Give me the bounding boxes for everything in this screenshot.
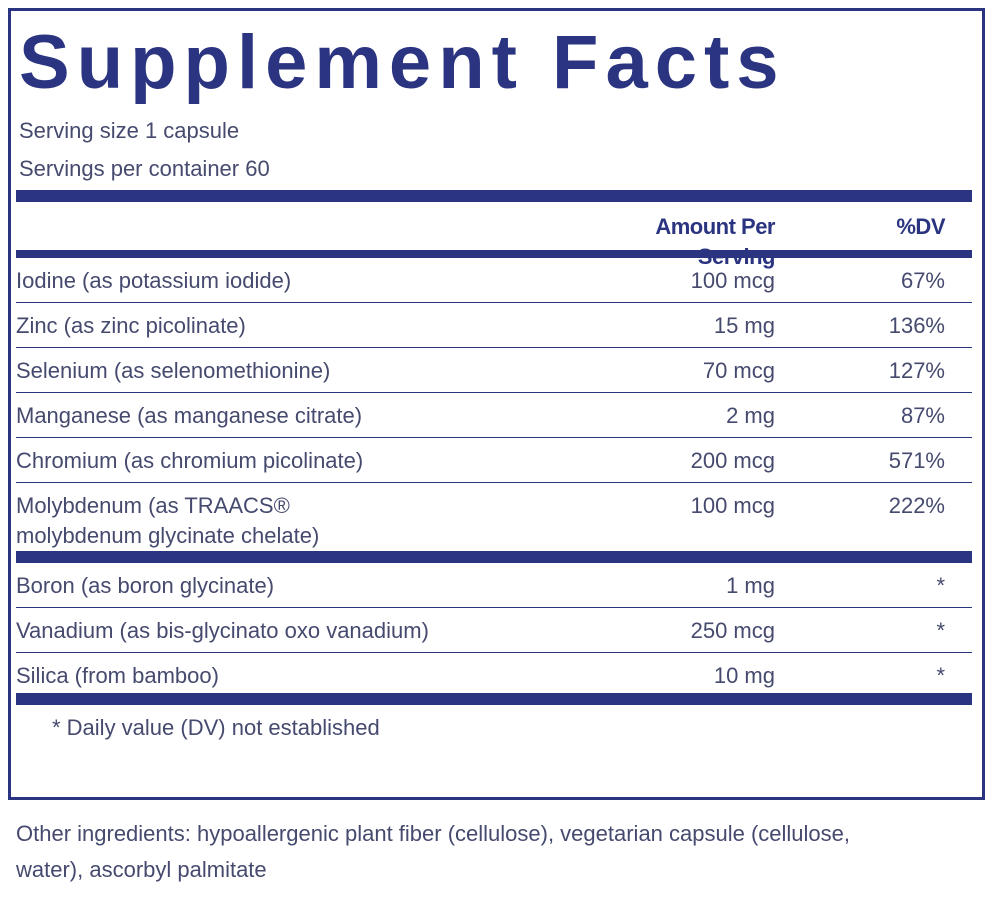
header-amount: Amount Per Serving xyxy=(655,214,775,269)
spacer xyxy=(945,303,972,347)
nutrient-name: Manganese (as manganese citrate) xyxy=(16,393,575,437)
name-line: molybdenum glycinate chelate) xyxy=(16,523,320,548)
spacer xyxy=(945,348,972,392)
divider xyxy=(16,190,972,202)
name-line: Vanadium (as bis-glycinato oxo vanadium) xyxy=(16,618,429,643)
nutrient-row: Chromium (as chromium picolinate) 200 mcg… xyxy=(16,438,972,483)
daily-value: 571% xyxy=(888,448,945,473)
daily-value: * xyxy=(936,618,945,643)
title: Supplement Facts xyxy=(19,20,786,105)
daily-value: 222% xyxy=(888,493,945,518)
daily-value: 67% xyxy=(900,268,945,293)
spacer xyxy=(945,438,972,482)
name-line: Zinc (as zinc picolinate) xyxy=(16,313,246,338)
header-dv: %DV xyxy=(896,214,945,239)
nutrient-name: Silica (from bamboo) xyxy=(16,653,575,693)
spacer xyxy=(945,608,972,652)
nutrient-row: Silica (from bamboo) 10 mg * xyxy=(16,653,972,693)
other-ingredients: Other ingredients: hypoallergenic plant … xyxy=(16,821,851,882)
serving-size: Serving size 1 capsule xyxy=(19,118,240,143)
nutrient-groups: Iodine (as potassium iodide) 100 mcg 67% Zi… xyxy=(16,258,972,705)
amount: 1 mg xyxy=(726,573,775,598)
amount: 10 mg xyxy=(713,663,775,688)
nutrient-name: Molybdenum (as TRAACS® molybdenum glycina… xyxy=(16,483,575,551)
daily-value: * xyxy=(936,573,945,598)
nutrient-name: Zinc (as zinc picolinate) xyxy=(16,303,575,347)
amount: 70 mcg xyxy=(702,358,775,383)
nutrient-row: Boron (as boron glycinate) 1 mg * xyxy=(16,563,972,608)
spacer xyxy=(945,563,972,607)
nutrient-row: Iodine (as potassium iodide) 100 mcg 67% xyxy=(16,258,972,303)
divider xyxy=(16,551,972,563)
spacer xyxy=(945,258,972,302)
daily-value: 87% xyxy=(900,403,945,428)
daily-value: 127% xyxy=(888,358,945,383)
nutrient-name: Vanadium (as bis-glycinato oxo vanadium) xyxy=(16,608,575,652)
nutrient-name: Selenium (as selenomethionine) xyxy=(16,348,575,392)
nutrient-name: Chromium (as chromium picolinate) xyxy=(16,438,575,482)
divider xyxy=(16,693,972,705)
nutrient-row: Zinc (as zinc picolinate) 15 mg 136% xyxy=(16,303,972,348)
divider xyxy=(16,250,972,258)
facts-table: Amount Per Serving %DV Iodine (as potass… xyxy=(16,190,972,741)
amount: 100 mcg xyxy=(690,268,775,293)
name-line: Iodine (as potassium iodide) xyxy=(16,268,292,293)
name-line: Molybdenum (as TRAACS® xyxy=(16,493,290,518)
name-line: Silica (from bamboo) xyxy=(16,663,219,688)
name-line: Chromium (as chromium picolinate) xyxy=(16,448,364,473)
nutrient-name: Iodine (as potassium iodide) xyxy=(16,258,575,302)
nutrient-row: Vanadium (as bis-glycinato oxo vanadium)… xyxy=(16,608,972,653)
spacer xyxy=(945,483,972,551)
amount: 15 mg xyxy=(713,313,775,338)
nutrient-row: Molybdenum (as TRAACS® molybdenum glycina… xyxy=(16,483,972,551)
header-row: Amount Per Serving %DV xyxy=(16,202,972,269)
amount: 100 mcg xyxy=(690,493,775,518)
spacer xyxy=(945,393,972,437)
facts-panel: Supplement Facts Serving size 1 capsule … xyxy=(8,8,985,800)
daily-value: * xyxy=(936,663,945,688)
nutrient-row: Manganese (as manganese citrate) 2 mg 87% xyxy=(16,393,972,438)
amount: 250 mcg xyxy=(690,618,775,643)
footnote: * Daily value (DV) not established xyxy=(52,715,380,740)
amount: 2 mg xyxy=(726,403,775,428)
spacer xyxy=(945,653,972,693)
name-line: Manganese (as manganese citrate) xyxy=(16,403,363,428)
name-line: Selenium (as selenomethionine) xyxy=(16,358,331,383)
nutrient-name: Boron (as boron glycinate) xyxy=(16,563,575,607)
name-line: Boron (as boron glycinate) xyxy=(16,573,275,598)
servings-per-container: Servings per container 60 xyxy=(19,156,270,181)
daily-value: 136% xyxy=(888,313,945,338)
amount: 200 mcg xyxy=(690,448,775,473)
nutrient-row: Selenium (as selenomethionine) 70 mcg 127% xyxy=(16,348,972,393)
